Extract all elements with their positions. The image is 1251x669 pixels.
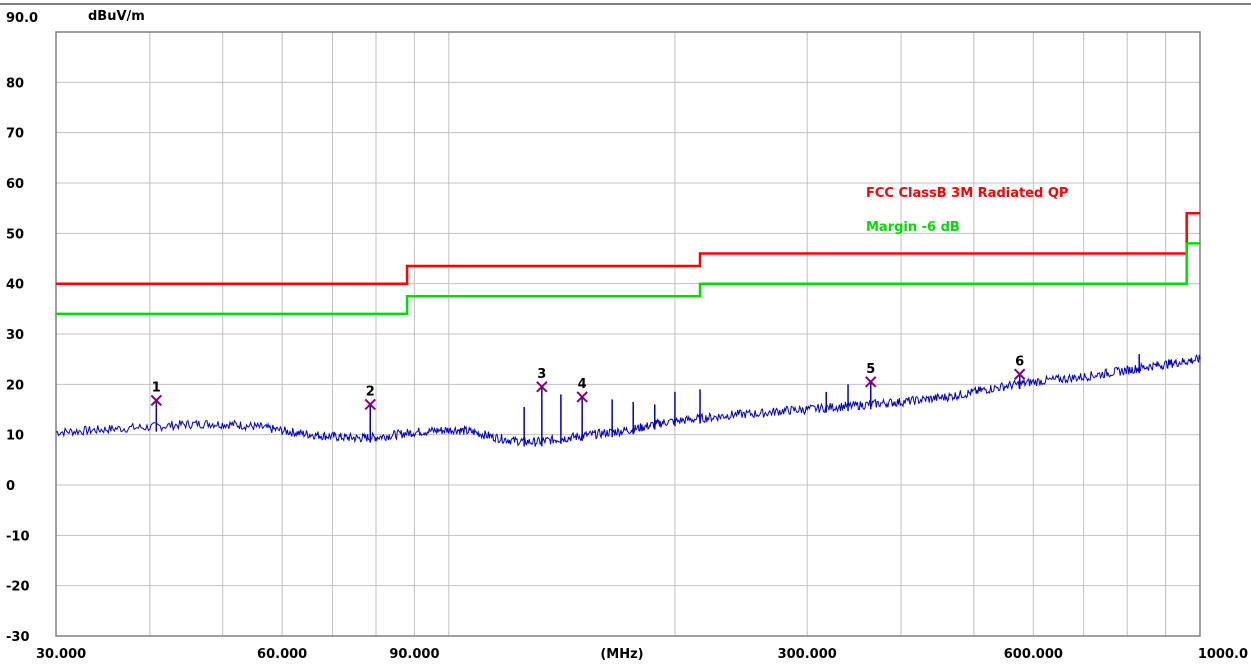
y-tick-label: -20 — [6, 580, 30, 595]
y-tick-label: 10 — [6, 429, 24, 444]
series-line-2 — [55, 354, 1201, 447]
y-tick-label: -30 — [6, 630, 30, 645]
y-top-label: 90.0 — [6, 11, 38, 26]
x-tick-label: 300.000 — [778, 647, 837, 662]
y-tick-label: 70 — [6, 127, 24, 142]
y-tick-label: 0 — [6, 479, 15, 494]
legend-entry: FCC ClassB 3M Radiated QP — [866, 186, 1068, 201]
marker-cross — [1013, 368, 1026, 380]
x-axis-label: (MHz) — [600, 647, 643, 662]
marker-label: 2 — [366, 384, 375, 399]
y-tick-label: 30 — [6, 328, 24, 343]
marker-label: 6 — [1015, 354, 1024, 369]
x-tick-label: 30.000 — [36, 647, 86, 662]
y-tick-label: 80 — [6, 76, 24, 91]
series-line-1 — [56, 242, 1200, 316]
marker-label: 3 — [537, 367, 546, 382]
y-tick-label: 50 — [6, 227, 24, 242]
unit-label: dBuV/m — [88, 9, 145, 24]
marker-cross — [536, 381, 548, 393]
y-tick-label: 20 — [6, 378, 24, 393]
marker-label: 5 — [866, 362, 875, 377]
marker-cross — [865, 376, 877, 388]
series-line-0 — [56, 211, 1200, 285]
y-tick-label: -10 — [6, 529, 30, 544]
y-tick-label: 60 — [6, 177, 24, 192]
marker-label: 4 — [578, 377, 587, 392]
x-tick-label: 1000.0 — [1198, 647, 1248, 662]
y-tick-label: 40 — [6, 278, 24, 293]
marker-cross — [150, 394, 163, 407]
x-tick-label: 600.000 — [1004, 647, 1063, 662]
marker-label: 1 — [152, 380, 161, 395]
marker-cross — [576, 391, 588, 403]
marker-cross — [364, 398, 376, 411]
x-tick-label: 90.000 — [389, 647, 439, 662]
x-tick-label: 60.000 — [257, 647, 307, 662]
legend-entry: Margin -6 dB — [866, 220, 960, 235]
plot-frame — [55, 31, 1201, 637]
